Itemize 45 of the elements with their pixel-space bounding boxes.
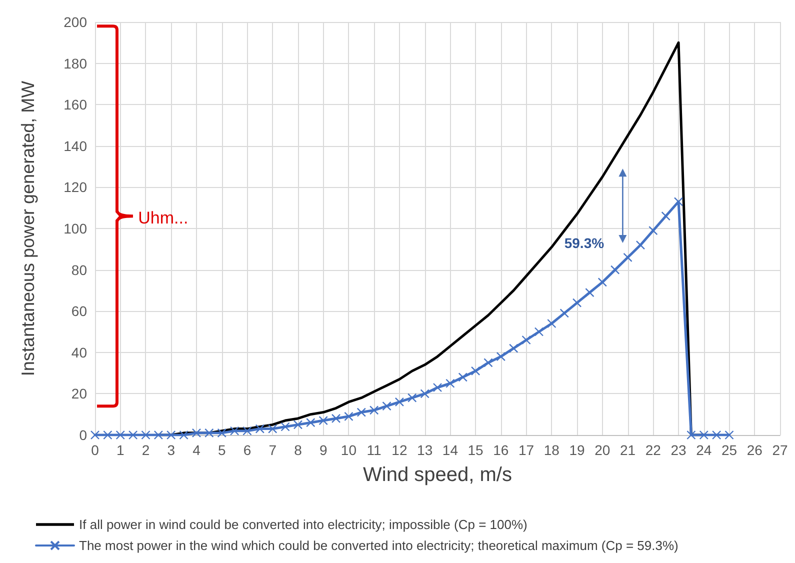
y-tick-label: 140: [64, 138, 88, 154]
y-tick-label: 120: [64, 179, 88, 196]
y-tick-label: 160: [64, 96, 88, 113]
y-tick-label: 0: [79, 427, 88, 443]
y-tick-label: 200: [64, 14, 88, 30]
x-tick-label: 22: [645, 442, 662, 458]
y-tick-label: 180: [64, 55, 88, 72]
x-tick-label: 15: [468, 442, 484, 458]
x-tick-label: 24: [696, 442, 712, 458]
y-axis-title: Instantaneous power generated, MW: [18, 80, 38, 376]
x-tick-label: 8: [294, 442, 302, 458]
x-tick-label: 5: [218, 442, 226, 458]
legend-label: The most power in the wind which could be converted into electricity; theoretical maximum (Cp = 59.3%): [79, 538, 678, 553]
x-tick-label: 20: [594, 442, 610, 458]
annotation: 59.3%: [564, 234, 605, 251]
x-tick-label: 21: [620, 442, 636, 458]
x-tick-label: 11: [366, 442, 382, 458]
x-tick-label: 1: [116, 442, 124, 458]
x-tick-label: 2: [142, 442, 150, 458]
x-tick-label: 26: [746, 442, 763, 458]
x-tick-label: 4: [192, 442, 201, 458]
x-tick-label: 13: [417, 442, 433, 458]
x-tick-label: 3: [167, 442, 176, 458]
x-tick-label: 0: [91, 442, 100, 458]
x-tick-label: 16: [493, 442, 509, 458]
x-tick-label: 23: [670, 442, 687, 458]
annotation: Uhm...: [138, 208, 188, 228]
x-tick-label: 7: [268, 442, 277, 458]
x-tick-label: 27: [772, 442, 788, 458]
x-tick-label: 17: [518, 442, 534, 458]
x-tick-label: 14: [442, 442, 458, 458]
x-axis-title: Wind speed, m/s: [363, 464, 512, 486]
x-tick-label: 19: [569, 442, 586, 458]
x-tick-label: 18: [544, 442, 560, 458]
y-tick-label: 40: [71, 344, 88, 360]
y-tick-label: 80: [71, 262, 88, 278]
x-tick-label: 12: [392, 442, 408, 458]
x-tick-label: 10: [340, 442, 357, 458]
y-tick-label: 100: [64, 220, 88, 236]
x-tick-label: 25: [721, 442, 738, 458]
x-tick-label: 9: [319, 442, 328, 458]
y-tick-label: 60: [71, 303, 88, 320]
y-tick-label: 20: [71, 386, 88, 402]
legend-label: If all power in wind could be converted into electricity; impossible (Cp = 100%): [79, 517, 528, 532]
x-tick-label: 6: [243, 442, 252, 458]
